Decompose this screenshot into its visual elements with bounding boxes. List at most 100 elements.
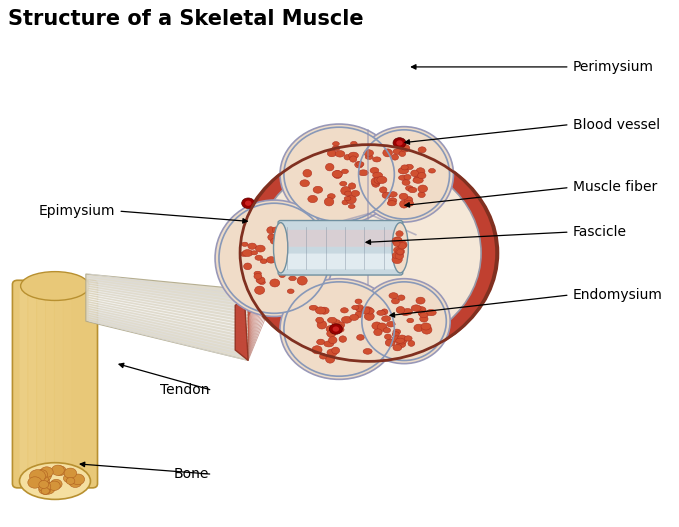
Ellipse shape xyxy=(274,222,288,273)
Ellipse shape xyxy=(255,156,481,350)
Ellipse shape xyxy=(289,276,296,281)
Ellipse shape xyxy=(398,168,409,174)
Ellipse shape xyxy=(332,347,340,354)
Circle shape xyxy=(242,198,255,209)
Ellipse shape xyxy=(244,263,252,270)
Ellipse shape xyxy=(248,243,257,249)
Ellipse shape xyxy=(389,292,398,299)
Circle shape xyxy=(396,231,403,237)
Ellipse shape xyxy=(238,144,498,362)
FancyBboxPatch shape xyxy=(278,220,403,275)
Ellipse shape xyxy=(392,298,399,304)
Circle shape xyxy=(54,466,66,475)
Ellipse shape xyxy=(373,172,382,178)
Circle shape xyxy=(397,249,403,255)
Ellipse shape xyxy=(382,192,390,199)
Ellipse shape xyxy=(334,324,344,330)
Ellipse shape xyxy=(255,255,263,260)
Ellipse shape xyxy=(348,183,356,189)
Ellipse shape xyxy=(274,239,283,246)
Ellipse shape xyxy=(255,245,265,252)
Ellipse shape xyxy=(309,305,318,310)
Ellipse shape xyxy=(267,257,276,263)
Ellipse shape xyxy=(354,126,454,222)
Ellipse shape xyxy=(256,277,265,284)
Ellipse shape xyxy=(370,168,379,173)
Ellipse shape xyxy=(359,130,449,219)
Ellipse shape xyxy=(418,185,428,192)
Ellipse shape xyxy=(316,307,326,314)
Ellipse shape xyxy=(325,198,334,206)
Ellipse shape xyxy=(319,307,329,314)
Circle shape xyxy=(394,247,401,253)
Ellipse shape xyxy=(374,177,382,183)
Ellipse shape xyxy=(393,329,401,334)
Ellipse shape xyxy=(297,276,307,285)
FancyBboxPatch shape xyxy=(12,280,98,488)
Ellipse shape xyxy=(281,241,291,248)
Ellipse shape xyxy=(355,311,363,318)
Circle shape xyxy=(28,477,42,488)
Ellipse shape xyxy=(289,266,298,274)
Ellipse shape xyxy=(20,271,90,300)
Ellipse shape xyxy=(325,163,334,171)
Ellipse shape xyxy=(355,299,362,304)
Ellipse shape xyxy=(385,339,395,346)
Circle shape xyxy=(40,467,53,477)
Ellipse shape xyxy=(329,337,337,344)
Circle shape xyxy=(52,465,65,475)
Ellipse shape xyxy=(399,151,405,157)
Ellipse shape xyxy=(332,319,341,326)
Ellipse shape xyxy=(215,200,333,316)
Text: Bone: Bone xyxy=(174,467,209,481)
Circle shape xyxy=(333,326,339,331)
Text: Structure of a Skeletal Muscle: Structure of a Skeletal Muscle xyxy=(8,9,363,30)
Ellipse shape xyxy=(420,316,428,322)
Circle shape xyxy=(38,482,51,492)
Circle shape xyxy=(395,252,404,259)
FancyBboxPatch shape xyxy=(282,230,398,247)
Ellipse shape xyxy=(291,260,301,266)
Ellipse shape xyxy=(260,259,267,264)
Ellipse shape xyxy=(20,463,90,500)
Circle shape xyxy=(64,468,77,478)
Ellipse shape xyxy=(396,338,405,343)
FancyBboxPatch shape xyxy=(55,286,62,482)
Circle shape xyxy=(396,248,405,255)
Ellipse shape xyxy=(392,331,399,337)
Ellipse shape xyxy=(344,154,351,160)
Ellipse shape xyxy=(414,175,422,182)
FancyBboxPatch shape xyxy=(20,286,27,482)
Ellipse shape xyxy=(397,341,406,348)
Ellipse shape xyxy=(316,317,323,323)
Ellipse shape xyxy=(303,170,312,177)
Ellipse shape xyxy=(407,318,414,323)
Ellipse shape xyxy=(255,286,265,295)
Ellipse shape xyxy=(327,193,335,199)
Ellipse shape xyxy=(268,234,276,241)
Ellipse shape xyxy=(405,197,413,204)
Ellipse shape xyxy=(393,345,402,351)
Ellipse shape xyxy=(420,313,428,318)
Circle shape xyxy=(29,470,45,483)
Polygon shape xyxy=(235,147,348,360)
Ellipse shape xyxy=(408,187,417,193)
Ellipse shape xyxy=(398,295,405,300)
Ellipse shape xyxy=(418,192,425,198)
Ellipse shape xyxy=(403,308,413,315)
Ellipse shape xyxy=(397,335,407,344)
Ellipse shape xyxy=(388,198,397,203)
Circle shape xyxy=(39,476,50,485)
Text: Endomysium: Endomysium xyxy=(573,288,663,302)
Ellipse shape xyxy=(405,186,414,191)
Circle shape xyxy=(69,477,81,487)
Ellipse shape xyxy=(325,355,335,363)
FancyBboxPatch shape xyxy=(37,286,45,482)
Ellipse shape xyxy=(327,317,337,323)
Ellipse shape xyxy=(404,174,411,180)
Circle shape xyxy=(39,481,49,489)
Text: Muscle fiber: Muscle fiber xyxy=(573,180,657,194)
Ellipse shape xyxy=(326,326,335,333)
Ellipse shape xyxy=(348,204,355,209)
Ellipse shape xyxy=(297,244,304,248)
